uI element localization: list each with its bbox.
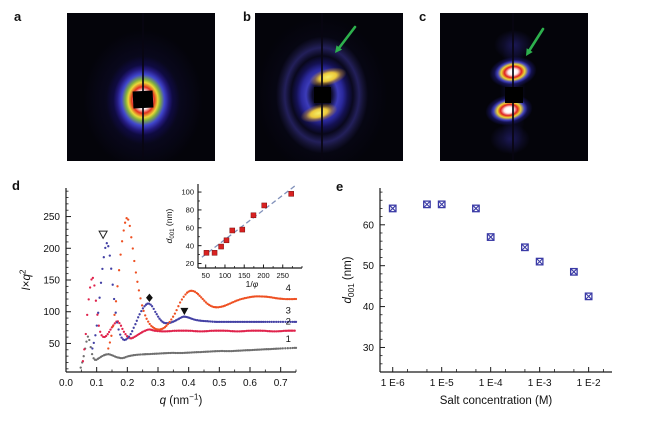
panel-label-e: e [336,179,344,194]
svg-text:1 E-6: 1 E-6 [381,378,405,389]
svg-text:4: 4 [286,283,291,294]
svg-text:100: 100 [219,271,232,280]
svg-text:60: 60 [363,220,375,231]
svg-text:2: 2 [286,316,291,327]
svg-text:50: 50 [202,271,210,280]
svg-text:100: 100 [43,307,60,318]
panel-label-c: c [419,9,427,24]
svg-text:250: 250 [276,271,289,280]
svg-text:1 E-2: 1 E-2 [577,378,601,389]
beamstop [132,90,154,109]
data-points [388,200,593,301]
curve-4 [107,217,298,350]
curve-1 [79,335,298,369]
svg-text:1 E-4: 1 E-4 [479,378,503,389]
svg-text:0.2: 0.2 [120,378,134,389]
svg-text:30: 30 [363,343,375,354]
svg-text:40: 40 [186,241,194,250]
beamstop [505,87,523,103]
peak-marker-triangle-down-open [98,230,108,240]
svg-text:150: 150 [43,276,60,287]
svg-text:0.7: 0.7 [274,378,288,389]
panel-label-b: b [243,9,251,24]
data-points [203,191,294,256]
faint-blob-bottom [490,124,530,154]
fit-line [201,184,297,258]
panel-label-a: a [14,9,22,24]
svg-text:d001 (nm): d001 (nm) [164,208,176,243]
chart-d-inset: 50 100 150 200 250 20 40 60 80 100 1/φ d001 (nm) [164,184,303,289]
svg-text:0.3: 0.3 [151,378,165,389]
saxs-image-a [67,13,215,161]
beamstop [313,87,331,103]
svg-text:0.1: 0.1 [90,378,104,389]
svg-text:80: 80 [186,206,194,215]
svg-text:100: 100 [181,188,194,197]
svg-text:200: 200 [257,271,270,280]
peak-marker-triangle-down-filled [180,307,189,316]
svg-text:20: 20 [186,259,194,268]
svg-text:50: 50 [49,339,61,350]
panel-label-d: d [12,178,20,193]
chart-e: 1 E-6 1 E-5 1 E-4 1 E-3 1 E-2 30 40 50 60 Salt co… [342,188,612,407]
svg-text:1/φ: 1/φ [246,279,259,289]
svg-text:200: 200 [43,244,60,255]
chart-d-main: 0.0 0.1 0.2 0.3 0.4 0.5 0.6 0.750100150200250q … [19,188,298,407]
curve-2 [81,276,296,363]
svg-text:1 E-3: 1 E-3 [528,378,552,389]
curve-3 [91,242,298,350]
charts-canvas: 0.0 0.1 0.2 0.3 0.4 0.5 0.6 0.750100150200250q … [19,184,612,407]
svg-text:I×q2: I×q2 [19,269,33,290]
svg-text:0.6: 0.6 [243,378,257,389]
svg-text:40: 40 [363,302,375,313]
svg-text:150: 150 [238,271,251,280]
saxs-image-c [440,13,588,161]
svg-text:d001 (nm): d001 (nm) [342,256,356,303]
green-arrow-icon [335,25,357,53]
svg-text:q (nm−1): q (nm−1) [160,393,203,407]
svg-text:50: 50 [363,261,375,272]
svg-text:1 E-5: 1 E-5 [430,378,454,389]
green-arrow-icon [526,27,545,56]
svg-text:0.5: 0.5 [212,378,226,389]
svg-text:0.4: 0.4 [182,378,196,389]
detector-seam-line [142,13,144,161]
svg-text:60: 60 [186,223,194,232]
peak-marker-diamond-filled [146,293,153,302]
svg-text:1: 1 [286,334,291,345]
svg-text:0.0: 0.0 [59,378,73,389]
svg-text:Salt concentration (M): Salt concentration (M) [440,395,553,407]
saxs-image-b [255,13,403,161]
svg-text:250: 250 [43,212,60,223]
svg-text:3: 3 [286,306,291,317]
